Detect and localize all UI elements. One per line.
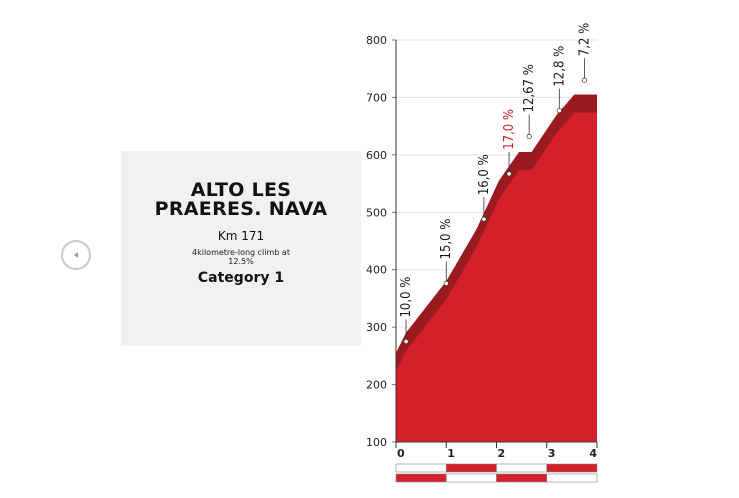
gradient-marker <box>556 108 562 114</box>
gradient-marker <box>443 280 449 287</box>
km-segment-upper <box>546 463 598 473</box>
km-segment-lower <box>496 473 548 483</box>
gradient-label: 10,0 % <box>399 277 414 318</box>
altitude-profile-chart: 100 200 300 400 500 600 700 800 0 1 2 3 4 10,0 % 15,0… <box>360 10 600 488</box>
y-tick-label: 400 <box>366 264 387 277</box>
x-tick-label: 0 <box>397 447 405 460</box>
gradient-label: 17,0 % <box>502 109 517 150</box>
y-tick-label: 800 <box>366 34 387 47</box>
km-segment-upper <box>395 463 447 473</box>
km-segment-upper <box>496 463 548 473</box>
y-tick-label: 100 <box>366 436 387 449</box>
gradient-marker <box>506 171 512 177</box>
climb-info-card: ALTO LES PRAERES. NAVA Km 171 4kilometre… <box>121 151 361 346</box>
climb-description: 4kilometre-long climb at 12.5% <box>192 248 290 266</box>
gradient-label: 16,0 % <box>477 154 492 195</box>
km-segment-upper <box>445 463 497 473</box>
y-tick-label: 600 <box>366 149 387 162</box>
km-segment-lower <box>546 473 598 483</box>
previous-climb-button[interactable] <box>61 240 91 270</box>
climb-category: Category 1 <box>197 270 285 286</box>
gradient-marker <box>526 133 532 140</box>
profile-area <box>396 94 597 442</box>
gradient-label: 12,67 % <box>522 64 537 112</box>
gradient-label: 15,0 % <box>439 219 454 260</box>
y-tick-label: 300 <box>366 321 387 334</box>
x-tick-label: 1 <box>447 447 455 460</box>
km-segment-lower <box>395 473 447 483</box>
gradient-marker <box>581 77 587 83</box>
x-tick-label: 3 <box>548 447 556 460</box>
climb-km: Km 171 <box>217 229 265 243</box>
y-tick-label: 700 <box>366 91 387 104</box>
gradient-marker <box>403 338 409 345</box>
y-tick-label: 500 <box>366 206 387 219</box>
x-tick-label: 2 <box>498 447 506 460</box>
x-tick-label: 4 <box>589 447 597 460</box>
climb-name: ALTO LES PRAERES. NAVA <box>154 179 328 220</box>
gradient-marker <box>481 216 487 222</box>
y-tick-label: 200 <box>366 379 387 392</box>
km-segment-lower <box>445 473 497 483</box>
gradient-label: 12,8 % <box>552 46 567 87</box>
gradient-label: 7,2 % <box>577 23 592 56</box>
chevron-left-icon <box>74 252 78 258</box>
altitude-profile-svg: 100 200 300 400 500 600 700 800 0 1 2 3 4 10,0 % 15,0… <box>366 23 598 483</box>
